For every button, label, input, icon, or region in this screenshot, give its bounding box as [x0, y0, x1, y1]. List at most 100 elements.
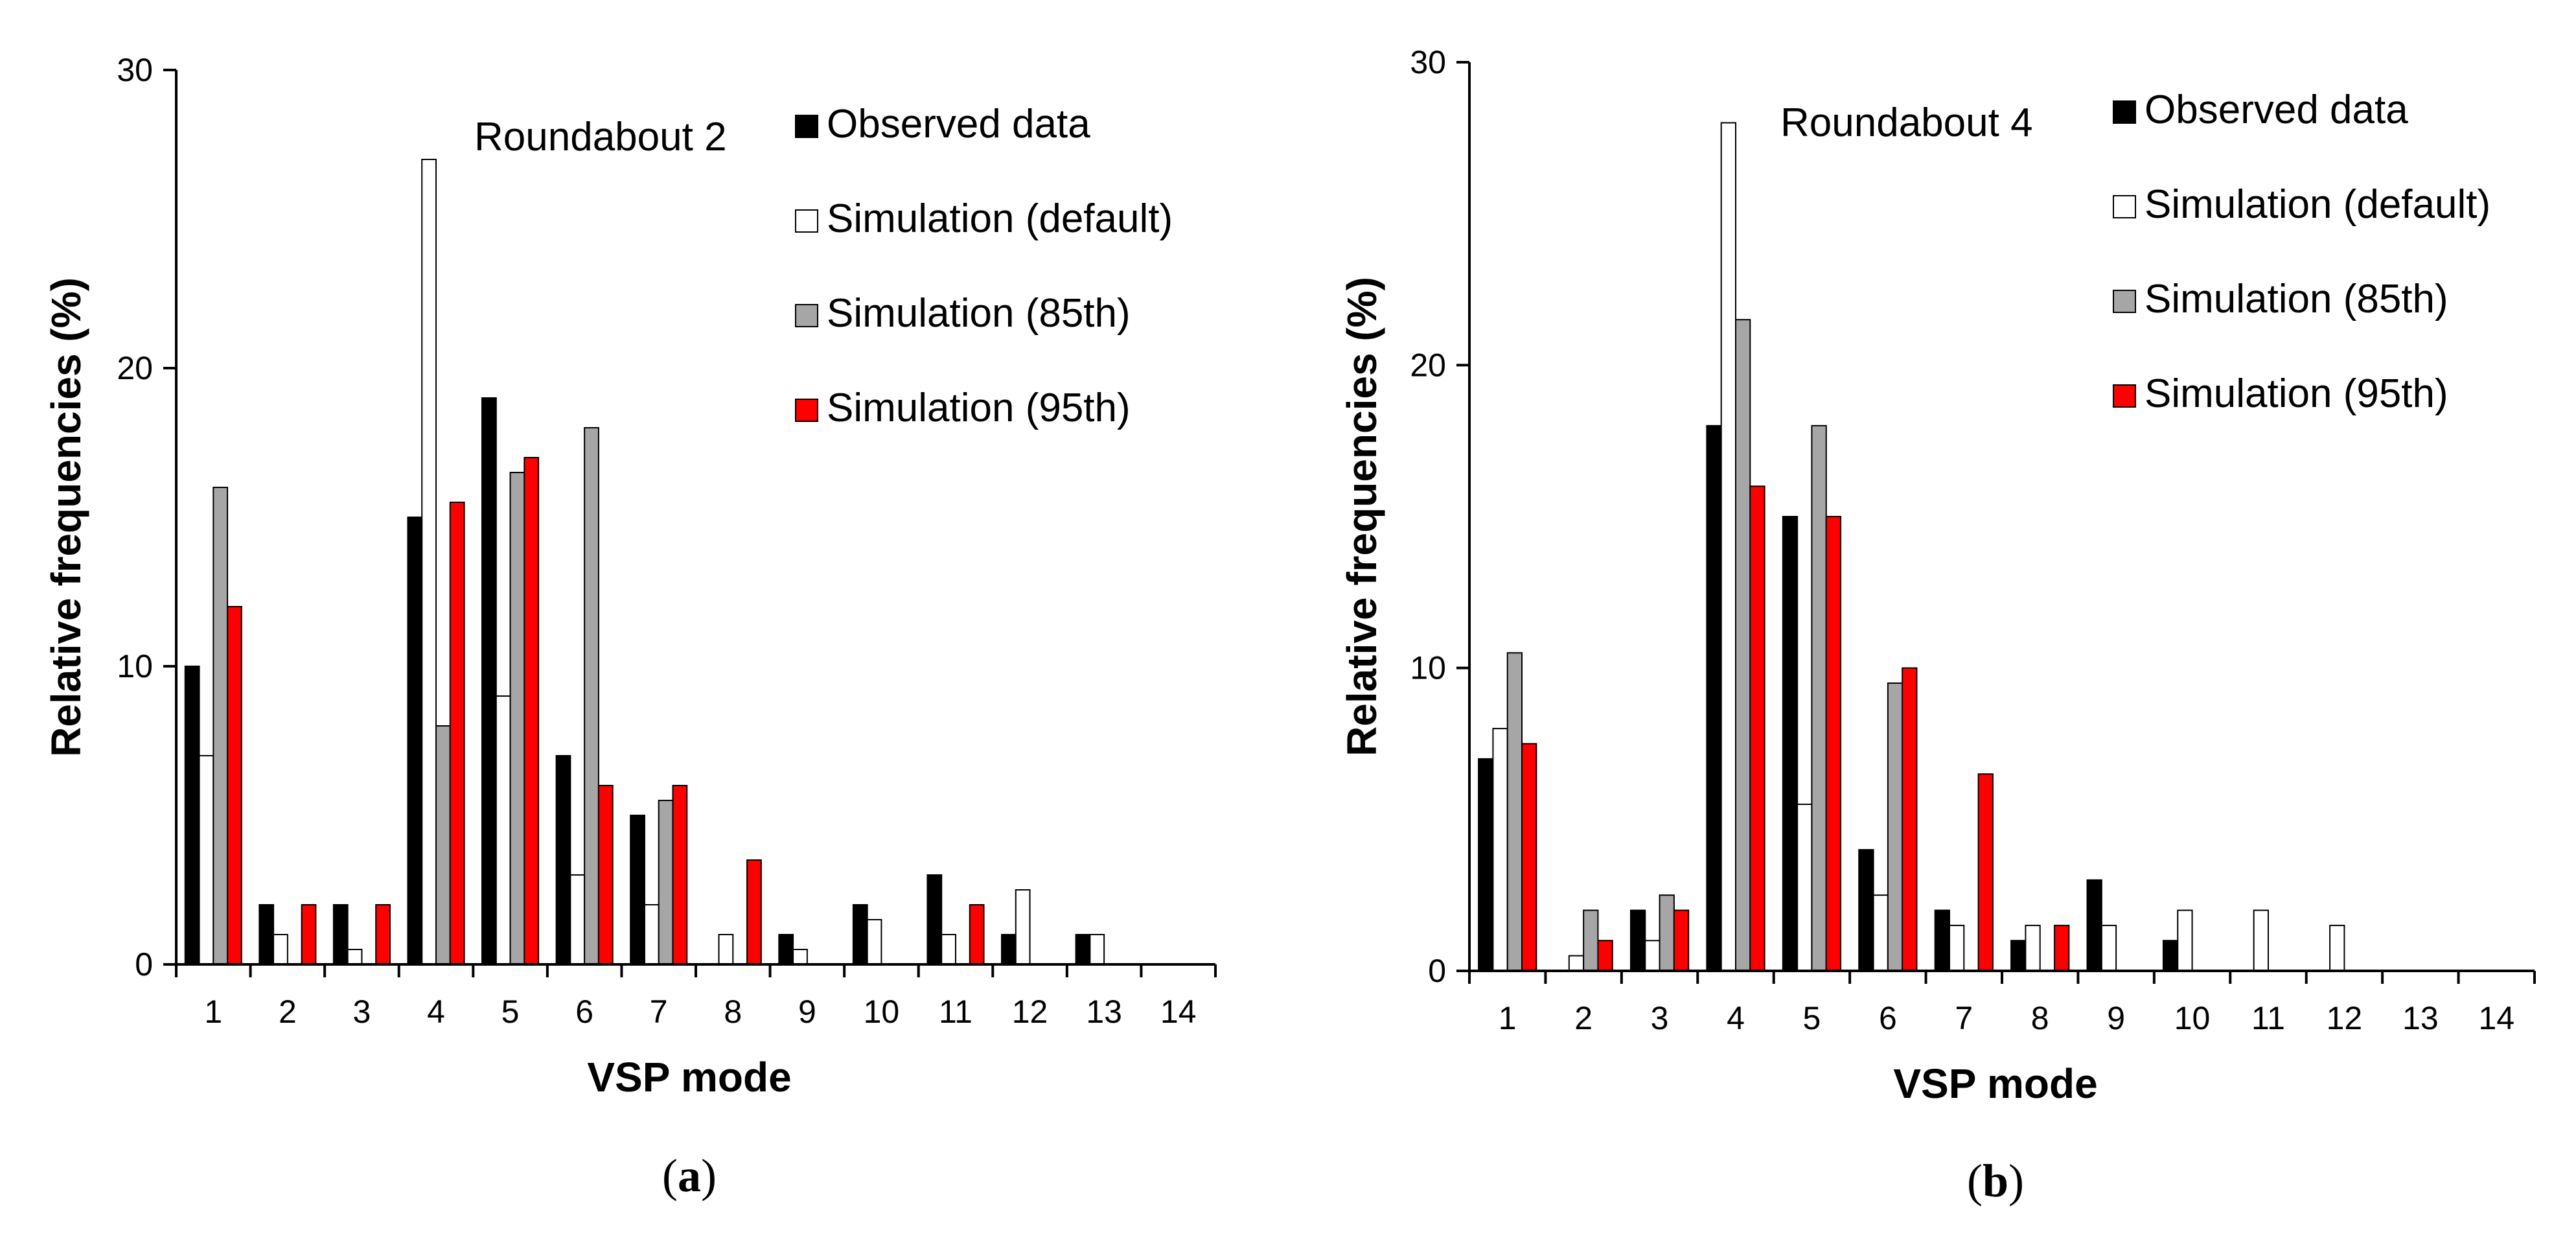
bar-simulation-default--10 [2177, 909, 2193, 972]
panel-label-close: ) [701, 1150, 717, 1202]
legend-swatch-simulation-85th- [2113, 290, 2136, 313]
y-tick-label: 30 [117, 52, 153, 88]
panel-label-letter: b [1983, 1155, 2008, 1207]
x-tick-label: 8 [2031, 1000, 2049, 1036]
bar-simulation-default--5 [495, 695, 511, 965]
bar-simulation-85th--5 [1811, 425, 1827, 972]
bar-simulation-default--7 [643, 904, 660, 965]
panel-label-open: ( [1967, 1155, 1983, 1207]
bar-simulation-default--9 [792, 949, 808, 965]
bar-observed-data-6 [1858, 849, 1874, 972]
x-tick-label: 13 [1086, 994, 1122, 1030]
bar-observed-data-3 [1629, 909, 1646, 972]
legend-label: Simulation (85th) [827, 291, 1131, 336]
bar-simulation-95th--8 [746, 859, 762, 965]
bar-observed-data-1 [184, 666, 200, 965]
bar-observed-data-10 [2162, 940, 2179, 972]
y-tick-label: 0 [1428, 953, 1446, 989]
bar-observed-data-1 [1478, 758, 1494, 972]
legend-swatch-observed-data [795, 115, 818, 138]
x-tick-label: 4 [1727, 1000, 1745, 1036]
chart-title: Roundabout 4 [1780, 100, 2033, 145]
bar-simulation-default--6 [569, 874, 586, 965]
bar-simulation-default--7 [1948, 924, 1965, 972]
bar-observed-data-4 [407, 517, 423, 965]
y-axis-title: Relative frequencies (%) [1339, 277, 1385, 756]
legend: Observed data Simulation (default) Simulat… [795, 102, 1173, 430]
bar-observed-data-11 [926, 874, 943, 965]
legend-label: Simulation (95th) [2145, 371, 2448, 416]
y-tick-label: 20 [117, 350, 153, 386]
bar-simulation-85th--2 [1583, 909, 1599, 972]
bar-observed-data-7 [1934, 909, 1950, 972]
bar-simulation-95th--6 [597, 785, 614, 965]
x-tick-label: 14 [1160, 994, 1197, 1030]
x-tick-label: 8 [724, 994, 742, 1030]
legend-swatch-simulation-85th- [795, 304, 818, 327]
x-tick-label: 9 [798, 994, 816, 1030]
bar-simulation-95th--4 [1749, 485, 1765, 972]
x-tick-label: 7 [1955, 1000, 1973, 1036]
y-axis-title: Relative frequencies (%) [43, 277, 89, 757]
bar-observed-data-5 [481, 397, 497, 965]
bar-simulation-95th--2 [301, 904, 317, 965]
bar-simulation-default--6 [1872, 894, 1889, 972]
bar-simulation-95th--1 [1521, 743, 1537, 972]
legend-swatch-simulation-default- [795, 209, 818, 233]
y-tick-label: 10 [117, 648, 153, 684]
chart-title: Roundabout 2 [474, 115, 727, 159]
bar-simulation-95th--1 [227, 606, 242, 965]
bar-simulation-default--4 [1720, 122, 1736, 972]
bar-simulation-85th--4 [1735, 319, 1751, 972]
bar-simulation-95th--3 [1673, 909, 1690, 972]
bar-simulation-default--8 [2025, 924, 2041, 972]
bar-simulation-default--3 [347, 949, 363, 965]
x-tick-label: 1 [1499, 1000, 1517, 1036]
x-tick-label: 6 [575, 994, 593, 1030]
bar-simulation-default--11 [941, 934, 956, 965]
bar-observed-data-6 [555, 755, 571, 965]
bar-simulation-default--12 [1015, 889, 1031, 965]
x-tick-label: 5 [501, 994, 520, 1030]
x-tick-label: 9 [2107, 1000, 2125, 1036]
bar-simulation-default--9 [2100, 924, 2117, 972]
bar-observed-data-10 [852, 904, 868, 965]
legend-label: Simulation (default) [827, 196, 1173, 241]
bar-simulation-default--1 [198, 755, 214, 965]
bar-simulation-85th--4 [435, 725, 451, 965]
y-tick-label: 30 [1410, 44, 1446, 80]
legend: Observed data Simulation (default) Simulat… [2113, 87, 2490, 416]
bar-simulation-85th--6 [584, 427, 599, 965]
bar-simulation-85th--1 [1506, 652, 1523, 972]
bar-simulation-95th--11 [969, 904, 985, 965]
x-tick-label: 11 [939, 994, 972, 1030]
panel-label-close: ) [2008, 1155, 2024, 1207]
x-tick-label: 2 [279, 994, 297, 1030]
bar-simulation-default--2 [273, 934, 288, 965]
bar-simulation-95th--5 [523, 457, 540, 965]
legend-label: Simulation (85th) [2145, 277, 2448, 321]
x-tick-label: 3 [353, 994, 371, 1030]
panel-label: (b) [1967, 1155, 2024, 1207]
bar-simulation-95th--8 [2054, 924, 2070, 972]
x-axis-title: VSP mode [1893, 1060, 2097, 1107]
x-tick-label: 10 [864, 994, 900, 1030]
x-tick-label: 11 [2251, 1000, 2285, 1036]
x-tick-label: 5 [1803, 1000, 1821, 1036]
bar-simulation-85th--6 [1887, 682, 1903, 972]
bar-simulation-default--4 [421, 159, 437, 965]
legend-swatch-simulation-default- [2113, 195, 2136, 218]
panel-label-open: ( [662, 1150, 678, 1202]
bar-simulation-default--1 [1492, 728, 1508, 972]
bar-observed-data-2 [259, 904, 275, 965]
y-tick-label: 20 [1410, 347, 1446, 383]
y-tick-label: 10 [1410, 650, 1446, 686]
bar-simulation-85th--1 [213, 487, 229, 965]
bar-simulation-95th--3 [375, 904, 391, 965]
bar-simulation-default--8 [718, 934, 734, 965]
bar-simulation-95th--7 [672, 785, 688, 965]
bar-observed-data-13 [1075, 934, 1091, 965]
bar-simulation-95th--4 [449, 502, 465, 965]
